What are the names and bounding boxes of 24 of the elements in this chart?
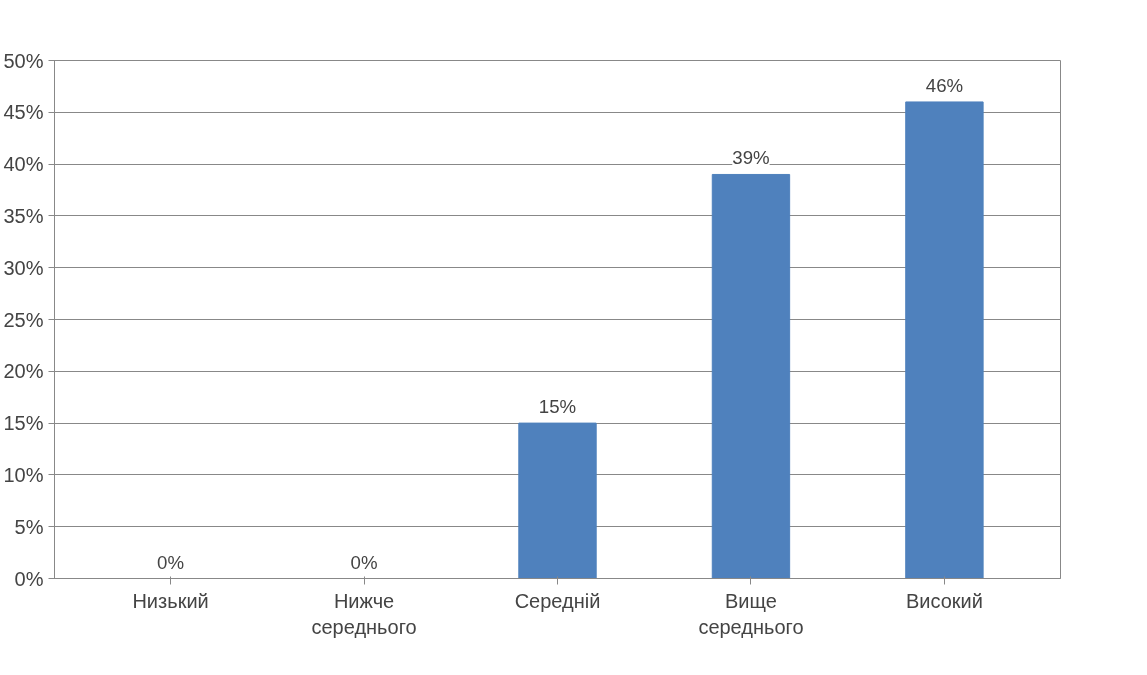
data-label: 39% xyxy=(732,147,770,169)
bar xyxy=(518,422,597,579)
data-label: 46% xyxy=(925,74,964,96)
y-tick-label: 5% xyxy=(14,515,44,538)
y-tick-label: 35% xyxy=(3,204,44,227)
y-tick-label: 30% xyxy=(3,256,44,279)
y-tick-label: 40% xyxy=(3,153,44,176)
y-tick-label: 45% xyxy=(3,101,44,124)
bar xyxy=(711,173,791,579)
data-label: 0% xyxy=(350,551,378,573)
x-tick-label: Вище середнього xyxy=(698,589,804,638)
data-label: 0% xyxy=(157,551,185,573)
y-tick-label: 10% xyxy=(3,463,44,486)
data-label: 15% xyxy=(538,396,577,418)
x-tick-label: Середній xyxy=(514,589,601,612)
y-tick-label: 50% xyxy=(3,49,44,72)
x-tick-label: Високий xyxy=(905,589,983,612)
x-tick-label: Низький xyxy=(132,589,209,612)
y-tick-label: 25% xyxy=(3,308,44,331)
y-tick-label: 20% xyxy=(3,360,44,383)
y-tick-label: 15% xyxy=(3,412,44,435)
x-tick-label: Нижче середнього xyxy=(311,589,417,638)
bar xyxy=(905,101,984,579)
y-tick-label: 0% xyxy=(14,567,44,590)
